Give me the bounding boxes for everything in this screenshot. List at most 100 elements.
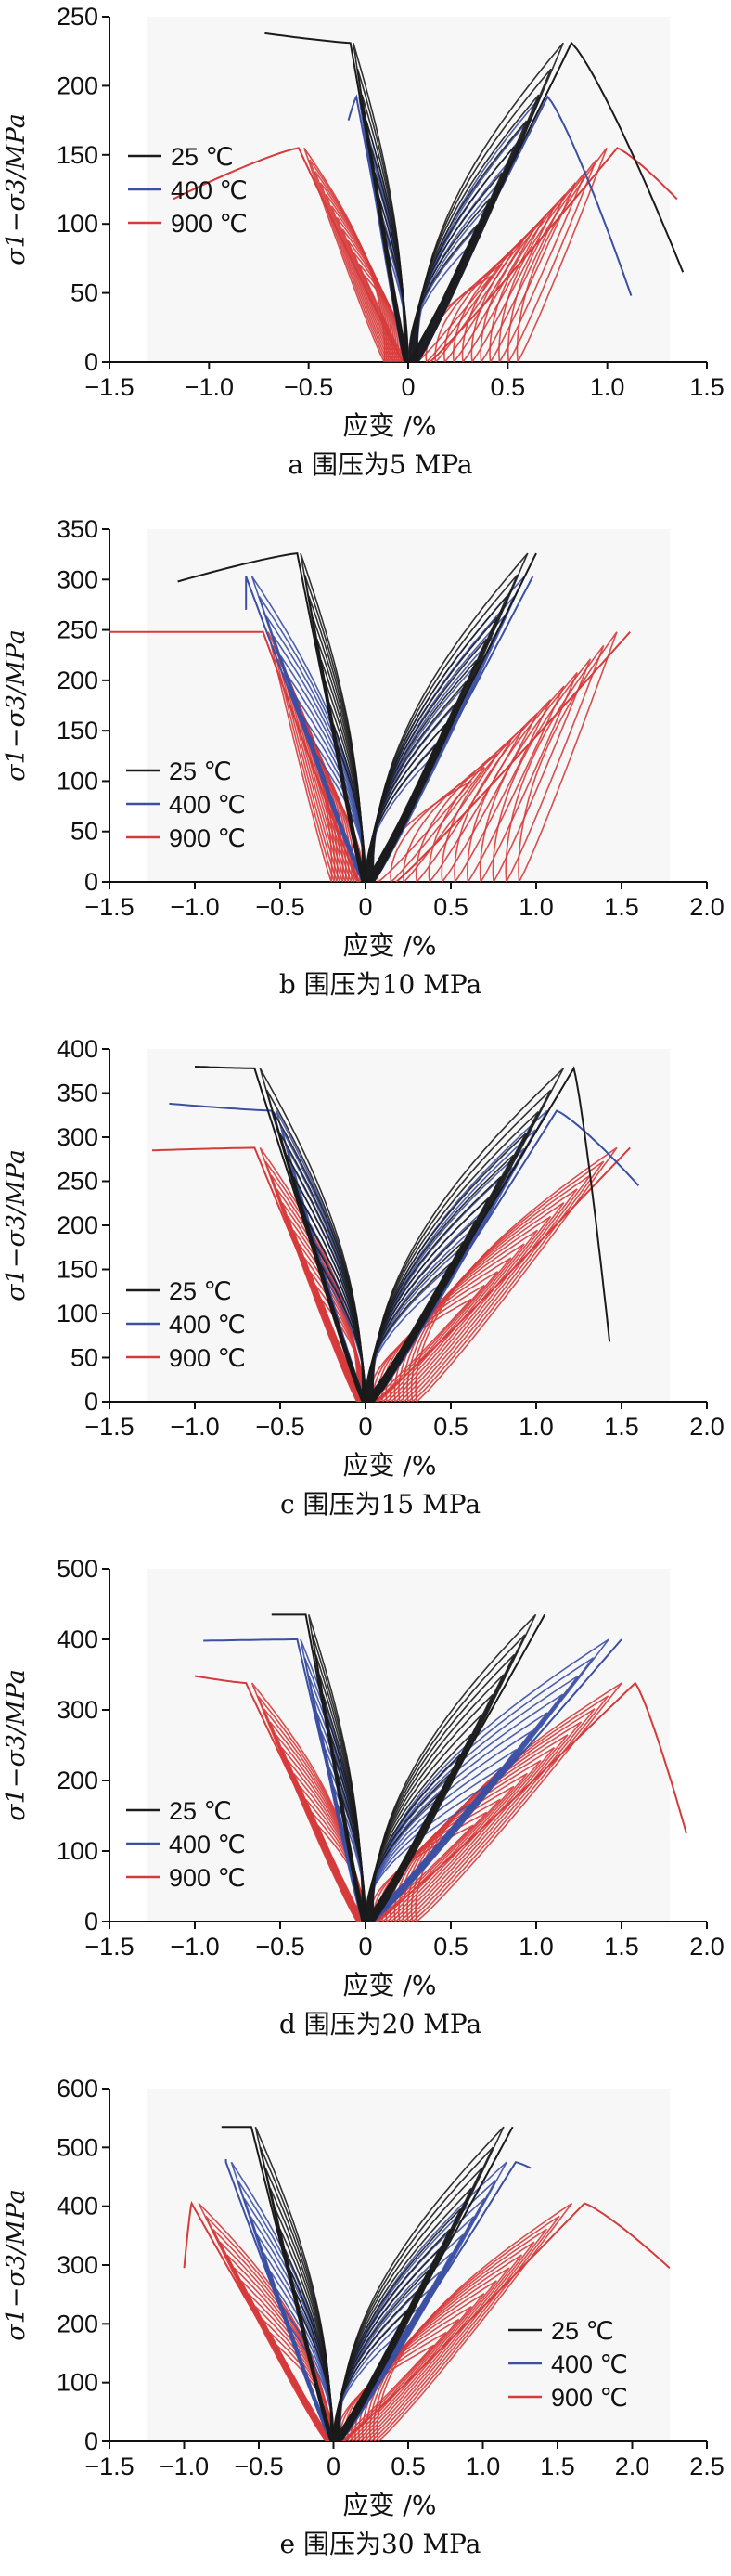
x-tick-label: 0.5 bbox=[491, 373, 526, 401]
x-tick-label: −1.0 bbox=[170, 1413, 219, 1441]
axial-envelope-line bbox=[375, 1681, 687, 1922]
x-tick-label: 1.0 bbox=[590, 373, 625, 401]
axial-envelope-line bbox=[429, 147, 678, 362]
lateral-cycle-line bbox=[277, 658, 339, 882]
x-axis-label: 应变 /% bbox=[343, 410, 437, 441]
y-tick-label: 0 bbox=[84, 1388, 98, 1416]
y-tick-label: 500 bbox=[57, 1555, 98, 1583]
y-tick-label: 100 bbox=[57, 2369, 98, 2397]
axial-cycle-line bbox=[372, 552, 529, 882]
axial-cycle-line bbox=[390, 766, 485, 882]
y-tick-label: 150 bbox=[57, 717, 98, 744]
legend-label: 900 ℃ bbox=[169, 824, 246, 852]
x-tick-label: 2.0 bbox=[615, 2453, 650, 2480]
chart-panel-4: −1.5 −1.0 −0.5 0 0.5 1.0 1.5 2.0 2.5 0 100 200 300 40… bbox=[2, 2075, 725, 2559]
y-tick-label: 200 bbox=[57, 71, 98, 99]
x-axis-label: 应变 /% bbox=[343, 1450, 437, 1481]
axial-envelope-line bbox=[365, 1613, 546, 1922]
x-tick-label: 0 bbox=[358, 1413, 372, 1441]
lateral-envelope-line bbox=[203, 1638, 366, 1922]
y-tick-label: 200 bbox=[57, 667, 98, 694]
x-tick-label: 1.5 bbox=[604, 1413, 639, 1441]
x-axis-label: 应变 /% bbox=[343, 2490, 437, 2520]
y-tick-label: 50 bbox=[71, 279, 98, 307]
lateral-envelope-line bbox=[221, 2126, 335, 2441]
legend-label: 400 ℃ bbox=[169, 791, 246, 819]
lateral-cycle-line bbox=[353, 43, 405, 362]
series-c25 bbox=[221, 2126, 514, 2441]
y-tick-label: 400 bbox=[57, 1035, 98, 1063]
axial-cycle-line bbox=[507, 159, 597, 362]
lateral-cycle-line bbox=[314, 170, 390, 362]
legend: 25 ℃ 400 ℃ 900 ℃ bbox=[126, 1277, 246, 1372]
x-tick-label: 1.0 bbox=[519, 1933, 554, 1961]
series-c25 bbox=[177, 551, 537, 882]
y-tick-label: 250 bbox=[57, 1168, 98, 1196]
panel-caption: c 围压为15 MPa bbox=[280, 1489, 481, 1520]
y-tick-label: 200 bbox=[57, 1767, 98, 1794]
lateral-cycle-line bbox=[272, 644, 336, 882]
y-axis-label: σ1−σ3/MPa bbox=[2, 1149, 31, 1301]
y-tick-label: 400 bbox=[57, 2193, 98, 2220]
legend-label: 25 ℃ bbox=[171, 143, 234, 171]
lateral-cycle-line bbox=[300, 552, 364, 882]
y-tick-label: 200 bbox=[57, 2310, 98, 2337]
lateral-envelope-line bbox=[151, 1146, 366, 1402]
axial-cycle-line bbox=[516, 147, 608, 362]
y-tick-label: 300 bbox=[57, 565, 98, 593]
plot-area bbox=[183, 2126, 671, 2441]
axial-cycle-line bbox=[402, 1721, 583, 1922]
axial-cycle-line bbox=[479, 671, 578, 882]
x-tick-label: −1.5 bbox=[84, 1933, 134, 1961]
x-tick-label: −1.5 bbox=[84, 2453, 134, 2480]
axial-cycle-line bbox=[369, 1693, 564, 1922]
axial-cycle-line bbox=[377, 1271, 499, 1402]
lateral-cycle-line bbox=[308, 159, 388, 362]
lateral-envelope-line bbox=[245, 576, 366, 882]
axial-cycle-line bbox=[498, 170, 587, 362]
x-tick-label: 0.5 bbox=[433, 893, 468, 921]
x-tick-label: −0.5 bbox=[255, 893, 304, 921]
x-tick-label: 1.0 bbox=[466, 2453, 501, 2480]
axial-cycle-line bbox=[410, 1160, 605, 1402]
axial-cycle-line bbox=[415, 1146, 618, 1402]
x-tick-label: −1.0 bbox=[170, 1933, 219, 1961]
x-tick-label: 0 bbox=[401, 373, 415, 401]
legend: 25 ℃ 400 ℃ 900 ℃ bbox=[126, 1797, 246, 1892]
lateral-cycle-line bbox=[198, 2202, 328, 2441]
axial-envelope-line bbox=[407, 41, 685, 362]
lateral-cycle-line bbox=[308, 1614, 364, 1922]
y-tick-label: 0 bbox=[84, 868, 98, 896]
y-tick-label: 100 bbox=[57, 210, 98, 238]
x-tick-label: −0.5 bbox=[255, 1933, 304, 1961]
y-tick-label: 300 bbox=[57, 1696, 98, 1724]
x-tick-label: 0 bbox=[327, 2453, 340, 2480]
axial-cycle-line bbox=[372, 2215, 560, 2441]
x-tick-label: 2.0 bbox=[689, 893, 725, 921]
axial-envelope-line bbox=[375, 1146, 631, 1402]
plot-background bbox=[147, 529, 670, 882]
axial-cycle-line bbox=[372, 1068, 565, 1402]
x-tick-label: −1.5 bbox=[84, 893, 134, 921]
y-axis-label: σ1−σ3/MPa bbox=[2, 1669, 31, 1821]
plot-area bbox=[109, 551, 631, 882]
lateral-envelope-line bbox=[194, 1675, 366, 1922]
lateral-cycle-line bbox=[254, 2126, 332, 2441]
lateral-cycle-line bbox=[319, 182, 391, 362]
y-tick-label: 300 bbox=[57, 1123, 98, 1151]
y-tick-label: 0 bbox=[84, 2427, 98, 2455]
x-tick-label: 1.5 bbox=[689, 373, 725, 401]
lateral-envelope-line bbox=[264, 32, 409, 362]
x-tick-label: 1.5 bbox=[604, 1933, 639, 1961]
chart-panel-1: −1.5 −1.0 −0.5 0 0.5 1.0 1.5 2.0 0 50 100 150 200 250… bbox=[2, 515, 725, 1000]
lateral-cycle-line bbox=[325, 193, 394, 362]
y-tick-label: 0 bbox=[84, 348, 98, 376]
lateral-envelope-line bbox=[177, 551, 366, 882]
axial-cycle-line bbox=[492, 658, 592, 882]
x-tick-label: 0.5 bbox=[433, 1933, 468, 1961]
y-tick-label: 50 bbox=[71, 1344, 98, 1372]
y-tick-label: 0 bbox=[84, 1908, 98, 1935]
x-tick-label: 0 bbox=[358, 1933, 372, 1961]
legend-label: 900 ℃ bbox=[169, 1864, 246, 1892]
x-tick-label: −0.5 bbox=[234, 2453, 283, 2480]
